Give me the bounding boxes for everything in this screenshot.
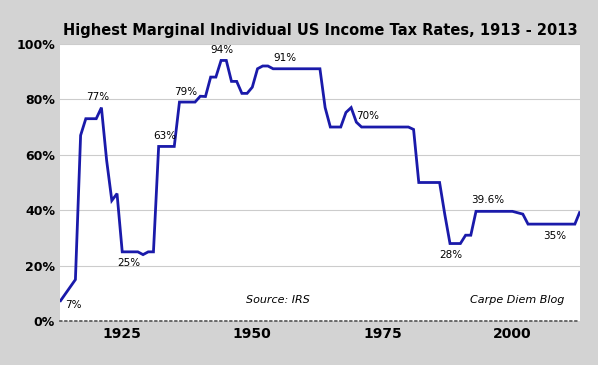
Text: 94%: 94% (210, 45, 234, 55)
Text: 28%: 28% (440, 250, 463, 260)
Text: 7%: 7% (65, 300, 81, 310)
Title: Highest Marginal Individual US Income Tax Rates, 1913 - 2013: Highest Marginal Individual US Income Ta… (63, 23, 577, 38)
Text: 91%: 91% (273, 53, 296, 63)
Text: 35%: 35% (544, 231, 567, 241)
Text: Source: IRS: Source: IRS (246, 295, 310, 304)
Text: 70%: 70% (356, 111, 379, 122)
Text: Carpe Diem Blog: Carpe Diem Blog (470, 295, 565, 304)
Text: 63%: 63% (154, 131, 176, 141)
Text: 79%: 79% (174, 87, 197, 96)
Text: 25%: 25% (117, 258, 140, 269)
Text: 77%: 77% (86, 92, 109, 102)
Text: 39.6%: 39.6% (471, 195, 504, 205)
